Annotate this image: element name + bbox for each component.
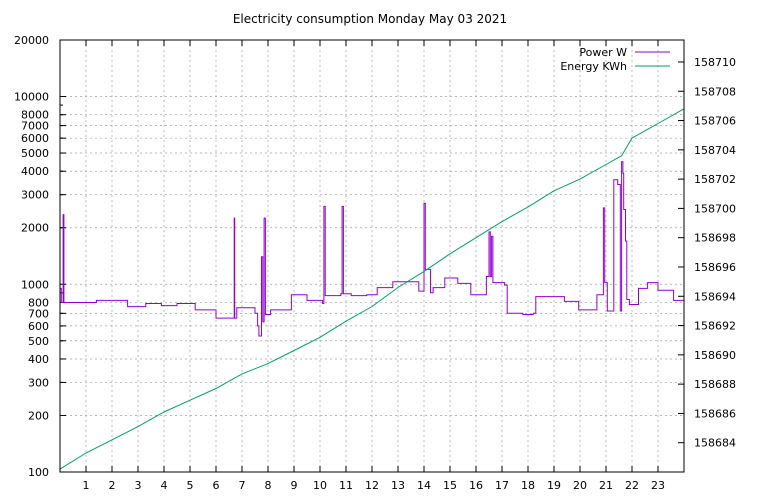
axes: 1 2 3 4 5 6 7 8 9 10 11 12 13 14 15 16 17 18 19 20 21 22 23100… — [14, 34, 736, 492]
energy-kwh-line — [59, 108, 685, 470]
x-tick-label: 22 — [625, 479, 639, 492]
x-tick-label: 17 — [495, 479, 509, 492]
x-tick-label: 1 — [83, 479, 90, 492]
x-tick-label: 12 — [365, 479, 379, 492]
legend-label: Energy KWh — [560, 60, 627, 73]
y-left-tick-label: 1000 — [21, 278, 49, 291]
power-w-line — [60, 161, 684, 337]
y-right-tick-label: 158706 — [694, 115, 736, 128]
x-tick-label: 16 — [469, 479, 483, 492]
y-left-tick-label: 100 — [28, 466, 49, 479]
x-tick-label: 18 — [521, 479, 535, 492]
y-right-tick-label: 158708 — [694, 85, 736, 98]
y-left-tick-label: 5000 — [21, 147, 49, 160]
y-right-tick-label: 158690 — [694, 349, 736, 362]
y-left-tick-label: 500 — [28, 335, 49, 348]
x-tick-label: 14 — [417, 479, 431, 492]
x-tick-label: 19 — [547, 479, 561, 492]
grid — [60, 40, 684, 472]
y-right-tick-label: 158692 — [694, 320, 736, 333]
x-tick-label: 23 — [651, 479, 665, 492]
x-tick-label: 10 — [313, 479, 327, 492]
plot-border — [59, 39, 685, 473]
y-left-tick-label: 200 — [28, 409, 49, 422]
y-left-tick-label: 600 — [28, 320, 49, 333]
y-left-tick-label: 8000 — [21, 109, 49, 122]
y-right-tick-label: 158702 — [694, 173, 736, 186]
x-tick-label: 21 — [599, 479, 613, 492]
y-right-tick-label: 158684 — [694, 437, 736, 450]
x-tick-label: 15 — [443, 479, 457, 492]
x-tick-label: 4 — [161, 479, 168, 492]
y-left-tick-label: 800 — [28, 296, 49, 309]
x-tick-label: 8 — [265, 479, 272, 492]
x-tick-label: 5 — [187, 479, 194, 492]
y-left-tick-label: 6000 — [21, 132, 49, 145]
x-tick-label: 9 — [291, 479, 298, 492]
y-left-tick-label: 20000 — [14, 34, 49, 47]
x-tick-label: 20 — [573, 479, 587, 492]
y-left-tick-label: 300 — [28, 376, 49, 389]
x-tick-label: 13 — [391, 479, 405, 492]
legend-label: Power W — [579, 46, 627, 59]
y-right-tick-label: 158704 — [694, 144, 736, 157]
y-right-tick-label: 158700 — [694, 202, 736, 215]
y-left-tick-label: 2000 — [21, 222, 49, 235]
y-left-tick-label: 700 — [28, 307, 49, 320]
series — [59, 108, 685, 470]
y-right-tick-label: 158688 — [694, 378, 736, 391]
y-left-tick-label: 4000 — [21, 165, 49, 178]
y-right-tick-label: 158696 — [694, 261, 736, 274]
y-right-tick-label: 158686 — [694, 407, 736, 420]
x-tick-label: 2 — [109, 479, 116, 492]
x-tick-label: 7 — [239, 479, 246, 492]
y-left-tick-label: 3000 — [21, 189, 49, 202]
x-tick-label: 3 — [135, 479, 142, 492]
y-right-tick-label: 158710 — [694, 56, 736, 69]
x-tick-label: 6 — [213, 479, 220, 492]
y-right-tick-label: 158698 — [694, 232, 736, 245]
y-right-tick-label: 158694 — [694, 290, 736, 303]
y-left-tick-label: 7000 — [21, 120, 49, 133]
y-left-tick-label: 10000 — [14, 91, 49, 104]
x-tick-label: 11 — [339, 479, 353, 492]
chart-title: Electricity consumption Monday May 03 20… — [233, 12, 507, 26]
y-left-tick-label: 400 — [28, 353, 49, 366]
